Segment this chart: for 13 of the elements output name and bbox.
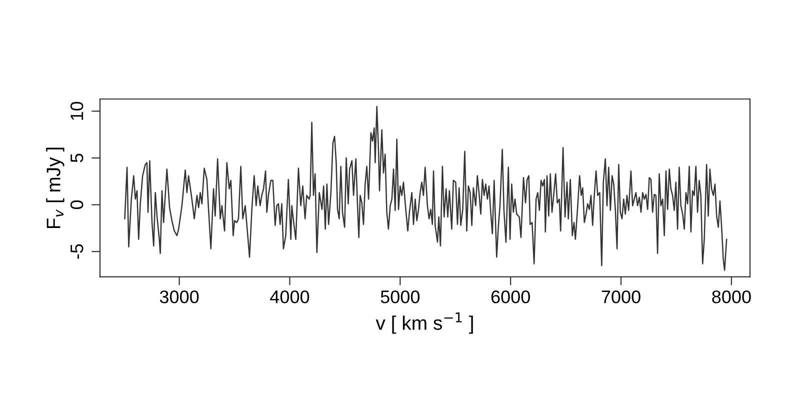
x-tick-label: 7000: [602, 290, 640, 304]
y-tick-label: 0: [70, 200, 84, 210]
x-tick-label: 6000: [491, 290, 530, 304]
line-series: [124, 106, 728, 271]
y-tick-label: -5: [70, 244, 84, 259]
y-tick-label: 10: [70, 102, 84, 120]
x-tick-label: 3000: [160, 290, 199, 304]
y-tick-label: 5: [70, 154, 84, 162]
x-tick-label: 5000: [380, 290, 420, 304]
x-tick-label: 8000: [712, 290, 751, 304]
x-tick-label: 4000: [270, 290, 310, 304]
x-axis-title: v [ km s$^{−1}$ ]: [376, 312, 473, 334]
y-axis-title: F$_{v}$ [ mJy ]: [46, 148, 64, 228]
